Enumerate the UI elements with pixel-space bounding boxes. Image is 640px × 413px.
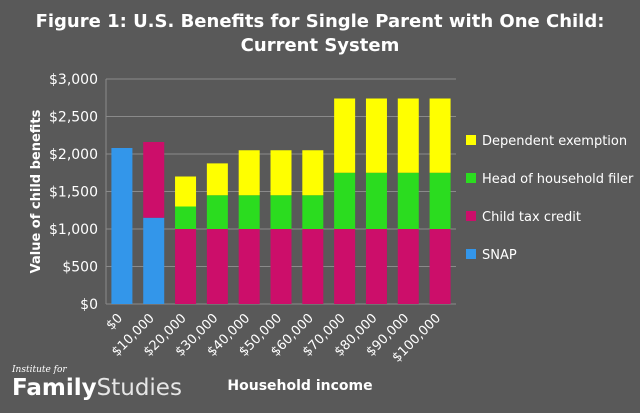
title-line-2: Current System: [240, 35, 400, 56]
y-tick-label: $500: [62, 260, 98, 276]
legend-label: SNAP: [482, 248, 517, 263]
bar-segment: [175, 229, 197, 304]
y-tick-label: $2,000: [49, 147, 98, 163]
legend-swatch: [466, 173, 476, 183]
bar-segment: [397, 172, 419, 229]
bar-segment: [111, 148, 133, 304]
bar-segment: [365, 229, 387, 304]
bar-segment: [302, 195, 324, 229]
y-tick-label: $0: [80, 297, 98, 313]
bar-segment: [206, 195, 228, 229]
x-tick-label: $0: [104, 311, 126, 333]
bar-segment: [238, 229, 260, 304]
bar-segment: [206, 163, 228, 196]
logo-light: Studies: [96, 375, 182, 401]
y-tick-label: $1,500: [49, 185, 98, 201]
bar-segment: [302, 150, 324, 196]
legend-swatch: [466, 135, 476, 145]
y-tick-label: $1,000: [49, 222, 98, 238]
bar-segment: [270, 195, 292, 229]
logo: Institute for FamilyStudies: [12, 365, 182, 401]
bar-segment: [429, 229, 451, 304]
bar-segment: [334, 229, 356, 304]
bar-segment: [365, 172, 387, 229]
bar-segment: [397, 229, 419, 304]
logo-small: Institute for: [12, 365, 67, 375]
y-axis-label: Value of child benefits: [29, 109, 44, 273]
x-axis-label: Household income: [227, 378, 372, 394]
bar-segment: [429, 98, 451, 173]
bar-segment: [238, 150, 260, 196]
bar-segment: [270, 229, 292, 304]
bar-segment: [429, 172, 451, 229]
y-tick-label: $2,500: [49, 110, 98, 126]
bar-segment: [175, 206, 197, 229]
legend-label: Dependent exemption: [482, 134, 627, 149]
y-tick-label: $3,000: [49, 72, 98, 88]
bar-segment: [334, 98, 356, 173]
legend-swatch: [466, 211, 476, 221]
bar-segment: [238, 195, 260, 229]
bar-segment: [206, 229, 228, 304]
legend-label: Child tax credit: [482, 210, 581, 225]
bar-segment: [365, 98, 387, 173]
bar-segment: [175, 176, 197, 207]
bar-segment: [143, 217, 165, 304]
bar-segment: [397, 98, 419, 173]
chart-title: Figure 1: U.S. Benefits for Single Paren…: [0, 10, 640, 58]
bar-segment: [302, 229, 324, 304]
logo-bold: Family: [12, 375, 97, 401]
legend-swatch: [466, 249, 476, 259]
bar-segment: [143, 142, 165, 218]
legend-label: Head of household filer: [482, 172, 634, 187]
title-line-1: Figure 1: U.S. Benefits for Single Paren…: [35, 11, 605, 32]
bar-segment: [334, 172, 356, 229]
bar-segment: [270, 150, 292, 196]
